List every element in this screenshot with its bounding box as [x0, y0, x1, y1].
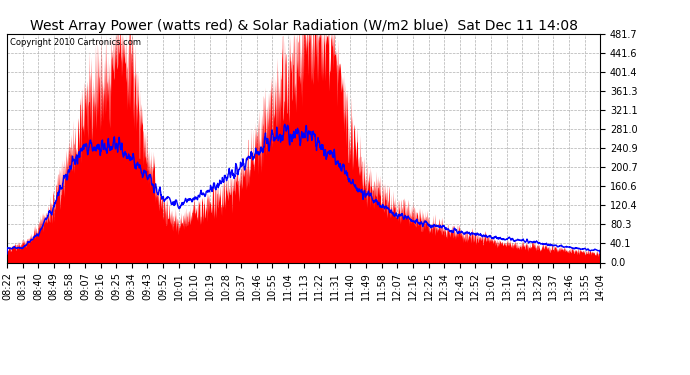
- Title: West Array Power (watts red) & Solar Radiation (W/m2 blue)  Sat Dec 11 14:08: West Array Power (watts red) & Solar Rad…: [30, 19, 578, 33]
- Text: Copyright 2010 Cartronics.com: Copyright 2010 Cartronics.com: [10, 38, 141, 47]
